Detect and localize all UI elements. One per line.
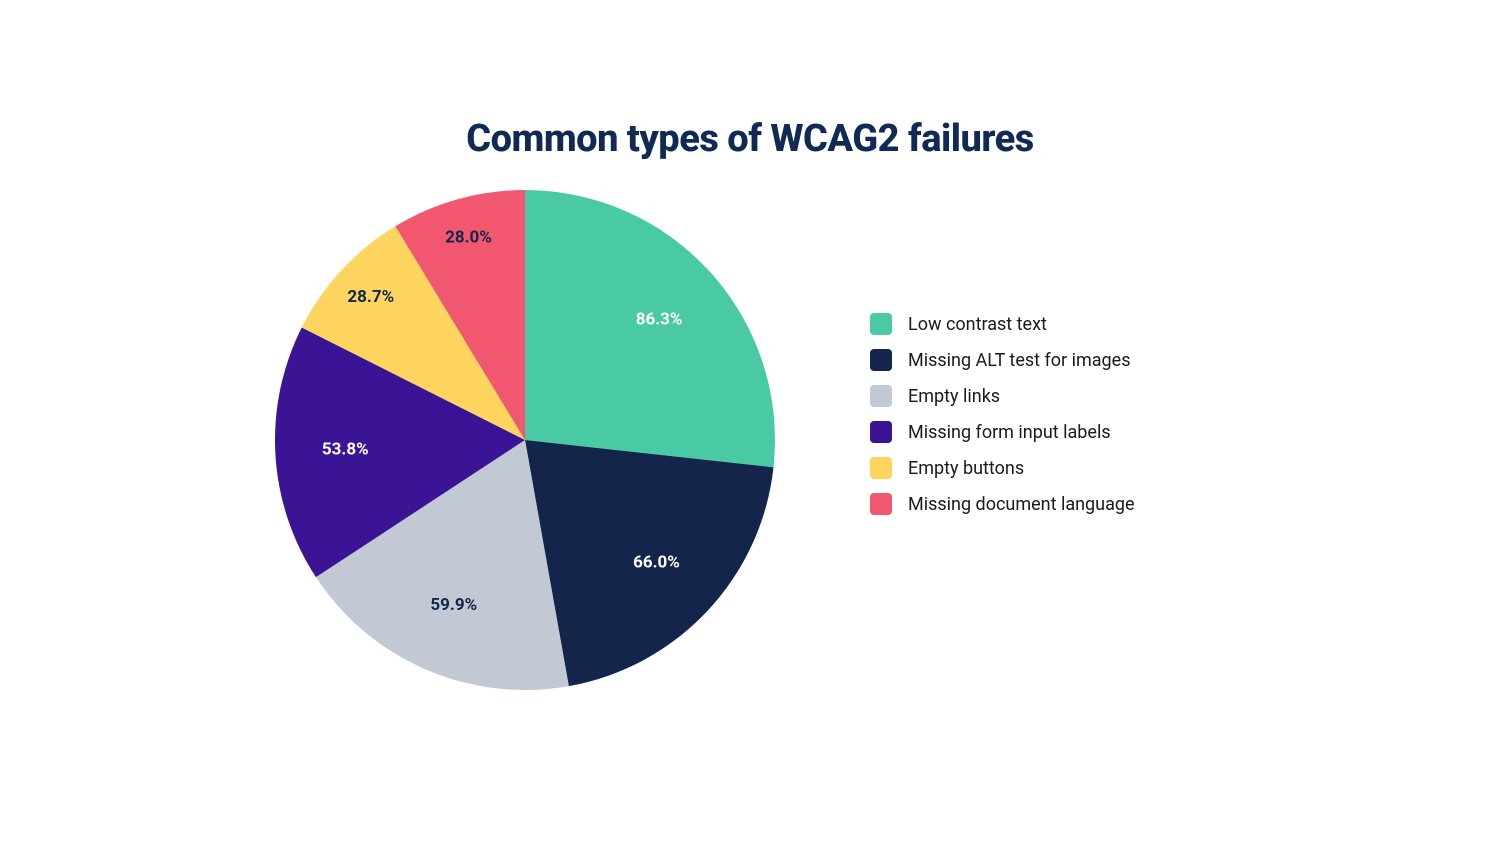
legend-label: Missing document language — [908, 494, 1135, 515]
legend-label: Low contrast text — [908, 314, 1047, 335]
legend-label: Missing ALT test for images — [908, 350, 1131, 371]
pie-chart: 86.3% 66.0% 59.9% 53.8% 28.7% 28.0% — [265, 180, 785, 700]
legend-item: Empty links — [870, 385, 1135, 407]
legend-label: Missing form input labels — [908, 422, 1111, 443]
legend-swatch — [870, 349, 892, 371]
pie-slice-label: 28.7% — [347, 287, 394, 307]
legend-item: Missing document language — [870, 493, 1135, 515]
pie-chart-svg: 86.3% 66.0% 59.9% 53.8% 28.7% 28.0% — [265, 180, 785, 700]
legend-item: Missing form input labels — [870, 421, 1135, 443]
legend-label: Empty buttons — [908, 458, 1024, 479]
chart-title: Common types of WCAG2 failures — [0, 117, 1500, 161]
pie-slice-label: 28.0% — [445, 227, 492, 247]
legend-item: Low contrast text — [870, 313, 1135, 335]
legend-swatch — [870, 493, 892, 515]
legend-label: Empty links — [908, 386, 1000, 407]
pie-slice-label: 86.3% — [636, 309, 683, 329]
legend-swatch — [870, 421, 892, 443]
chart-page: Common types of WCAG2 failures 86.3% 66.0… — [0, 0, 1500, 864]
legend-swatch — [870, 385, 892, 407]
legend-swatch — [870, 313, 892, 335]
legend-swatch — [870, 457, 892, 479]
chart-legend: Low contrast text Missing ALT test for im… — [870, 313, 1135, 515]
pie-slice-label: 59.9% — [430, 595, 477, 615]
legend-item: Empty buttons — [870, 457, 1135, 479]
legend-item: Missing ALT test for images — [870, 349, 1135, 371]
pie-slice-label: 66.0% — [633, 552, 680, 572]
pie-slice-label: 53.8% — [322, 440, 369, 460]
